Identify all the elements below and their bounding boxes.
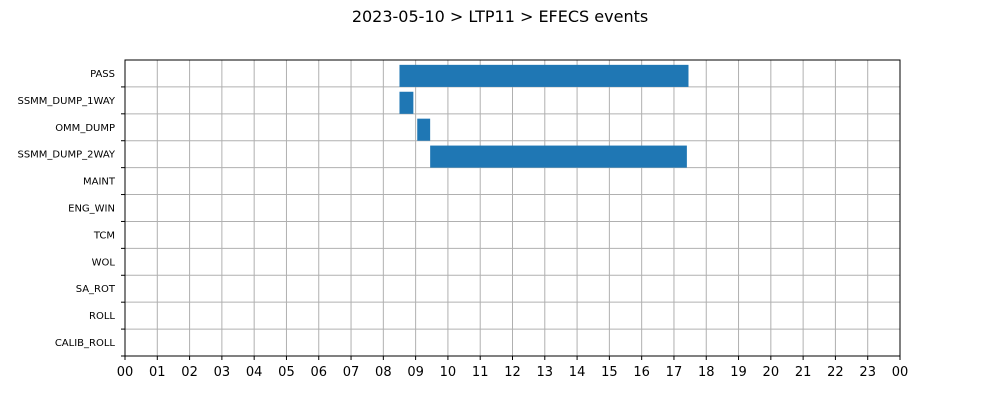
x-tick-label: 12 <box>504 365 521 380</box>
x-tick-label: 23 <box>859 365 876 380</box>
x-tick-label: 15 <box>601 365 618 380</box>
x-tick-label: 08 <box>375 365 392 380</box>
event-bar-omm-dump <box>417 118 431 141</box>
x-tick-label: 16 <box>633 365 650 380</box>
x-tick-label: 21 <box>795 365 812 380</box>
y-tick-label: ROLL <box>89 311 115 322</box>
y-tick-label: TCM <box>93 230 115 241</box>
x-tick-label: 00 <box>892 365 909 380</box>
y-tick-label: SSMM_DUMP_1WAY <box>17 96 115 107</box>
x-tick-label: 05 <box>278 365 295 380</box>
y-tick-label: WOL <box>92 257 116 268</box>
x-tick-label: 20 <box>763 365 780 380</box>
event-bar-ssmm-dump-1way <box>399 91 414 114</box>
x-tick-label: 07 <box>343 365 360 380</box>
event-bar-ssmm-dump-2way <box>430 145 687 168</box>
event-bar-pass <box>399 64 689 87</box>
y-tick-label: PASS <box>90 69 115 80</box>
x-tick-label: 14 <box>569 365 586 380</box>
y-tick-label: MAINT <box>83 177 116 188</box>
grid-layer <box>124 60 901 357</box>
x-tick-label: 02 <box>181 365 198 380</box>
x-tick-label: 11 <box>472 365 489 380</box>
y-tick-label: ENG_WIN <box>68 204 115 215</box>
x-tick-label: 22 <box>827 365 844 380</box>
x-tick-label: 13 <box>537 365 554 380</box>
x-tick-label: 18 <box>698 365 715 380</box>
axis-layer: 00 01 02 03 04 05 06 07 08 09 10 11 12 13 14 15 16 17 18 19… <box>17 69 908 380</box>
bar-layer <box>399 64 689 168</box>
y-tick-label: OMM_DUMP <box>55 123 115 134</box>
x-tick-label: 10 <box>440 365 457 380</box>
x-tick-label: 06 <box>310 365 327 380</box>
plot-frame <box>124 59 901 357</box>
y-tick-label: SA_ROT <box>76 284 116 295</box>
x-tick-label: 01 <box>149 365 166 380</box>
y-tick-label: SSMM_DUMP_2WAY <box>17 150 115 161</box>
x-tick-label: 19 <box>730 365 747 380</box>
x-tick-label: 17 <box>666 365 683 380</box>
y-tick-label: CALIB_ROLL <box>55 338 116 349</box>
x-tick-label: 04 <box>246 365 263 380</box>
x-tick-label: 09 <box>407 365 424 380</box>
x-tick-label: 00 <box>117 365 134 380</box>
x-tick-label: 03 <box>214 365 231 380</box>
chart-title: 2023-05-10 > LTP11 > EFECS events <box>352 7 648 26</box>
